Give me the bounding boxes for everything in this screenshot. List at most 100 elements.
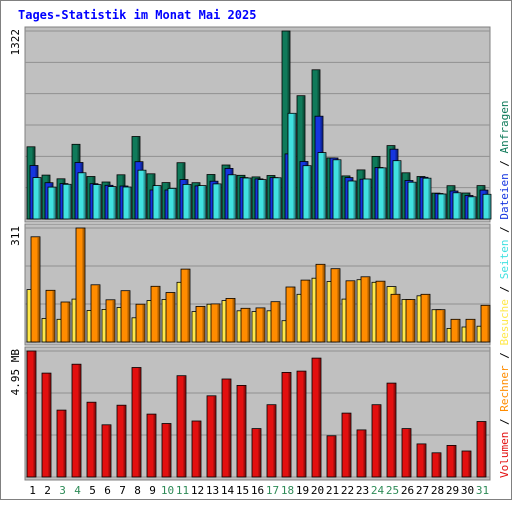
bar-seiten-day-11 [182, 183, 192, 220]
bar-shade-seiten-day-18 [293, 113, 296, 219]
bar-volumen-day-4 [71, 363, 82, 478]
bar-shade-rechner-day-25 [397, 294, 400, 342]
bar-shade-seiten-day-17 [278, 178, 281, 219]
bar-seiten-day-17 [272, 177, 282, 220]
bar-shade-volumen-day-20 [318, 358, 321, 477]
bar-shade-rechner-day-28 [442, 310, 445, 342]
bar-shade-seiten-day-14 [233, 175, 236, 219]
bar-rechner-day-10 [165, 292, 176, 343]
bar-shade-seiten-day-23 [368, 179, 371, 219]
bar-shade-rechner-day-18 [292, 287, 295, 342]
bar-volumen-day-12 [191, 420, 202, 478]
bar-seiten-day-14 [227, 174, 237, 220]
x-tick-label-day-20: 20 [311, 484, 324, 497]
bar-rechner-day-23 [360, 276, 371, 343]
bar-shade-seiten-day-1 [38, 178, 41, 219]
bar-volumen-day-16 [251, 428, 262, 478]
bar-shade-rechner-day-30 [472, 319, 475, 342]
bar-rechner-day-2 [45, 289, 56, 343]
x-tick-label-day-23: 23 [356, 484, 369, 497]
x-tick-label-day-10: 10 [161, 484, 174, 497]
bar-shade-rechner-day-20 [322, 264, 325, 342]
bar-volumen-day-25 [386, 382, 397, 478]
bar-seiten-day-19 [302, 165, 312, 220]
bar-rechner-day-9 [150, 285, 161, 343]
bar-shade-rechner-day-23 [367, 277, 370, 342]
bar-shade-rechner-day-11 [187, 269, 190, 342]
bar-shade-volumen-day-12 [198, 421, 201, 477]
bar-volumen-day-15 [236, 384, 247, 478]
bar-shade-volumen-day-7 [123, 405, 126, 477]
bar-rechner-day-25 [390, 293, 401, 343]
bar-shade-volumen-day-4 [78, 364, 81, 477]
bar-volumen-day-18 [281, 371, 292, 478]
bar-shade-seiten-day-21 [338, 160, 341, 219]
bar-seiten-day-6 [107, 186, 117, 220]
legend-separator: / [498, 412, 511, 432]
panel-middle: 311 [9, 223, 491, 346]
bar-volumen-day-28 [431, 452, 442, 478]
bar-rechner-day-24 [375, 280, 386, 343]
bar-shade-seiten-day-24 [383, 168, 386, 219]
bar-seiten-day-21 [332, 159, 342, 220]
bar-shade-seiten-day-16 [263, 180, 266, 219]
bar-volumen-day-13 [206, 395, 217, 478]
bar-volumen-day-3 [56, 409, 67, 478]
panel-top: 1322 [9, 26, 492, 223]
bar-seiten-day-24 [377, 167, 387, 220]
bar-shade-seiten-day-30 [473, 197, 476, 219]
panel-bottom: 4.95 MB [9, 346, 491, 481]
bar-shade-rechner-day-24 [382, 281, 385, 342]
x-tick-label-day-29: 29 [446, 484, 459, 497]
bar-shade-volumen-day-22 [348, 413, 351, 477]
bar-seiten-day-27 [422, 177, 432, 220]
legend-item-seiten: Seiten [498, 240, 511, 280]
bar-shade-volumen-day-5 [93, 402, 96, 477]
bar-shade-volumen-day-24 [378, 405, 381, 477]
bar-shade-seiten-day-22 [353, 181, 356, 219]
bar-volumen-day-1 [26, 350, 37, 478]
bar-volumen-day-14 [221, 378, 232, 478]
bar-rechner-day-21 [330, 268, 341, 343]
x-tick-label-day-1: 1 [29, 484, 36, 497]
x-tick-label-day-16: 16 [251, 484, 264, 497]
bar-shade-rechner-day-4 [82, 228, 85, 342]
bar-seiten-day-30 [467, 196, 477, 220]
x-tick-label-day-2: 2 [44, 484, 51, 497]
bar-shade-seiten-day-5 [98, 185, 101, 219]
bar-shade-rechner-day-14 [232, 298, 235, 342]
bar-shade-rechner-day-1 [37, 237, 40, 342]
bar-volumen-day-24 [371, 404, 382, 478]
x-tick-label-day-19: 19 [296, 484, 309, 497]
bar-volumen-day-11 [176, 375, 187, 478]
bar-shade-seiten-day-20 [323, 153, 326, 219]
x-axis-labels: 1 2 3 4 5 6 7 8 9 10 11 12 13 14 15 16 17 18 19 20 21 22 23 24 2… [29, 484, 489, 497]
bar-shade-seiten-day-28 [443, 194, 446, 219]
x-tick-label-day-22: 22 [341, 484, 354, 497]
bar-shade-rechner-day-17 [277, 302, 280, 342]
bar-shade-seiten-day-12 [203, 186, 206, 219]
panel-middle-max-label: 311 [9, 226, 22, 246]
bar-volumen-day-20 [311, 357, 322, 478]
bar-seiten-day-26 [407, 181, 417, 220]
bar-shade-volumen-day-28 [438, 453, 441, 477]
bar-volumen-day-26 [401, 428, 412, 478]
bar-shade-seiten-day-26 [413, 182, 416, 219]
x-tick-label-day-31: 31 [476, 484, 489, 497]
bar-shade-volumen-day-25 [393, 383, 396, 477]
x-tick-label-day-6: 6 [104, 484, 111, 497]
x-tick-label-day-12: 12 [191, 484, 204, 497]
legend-right: Volumen / Rechner / Besuche / Seiten / D… [498, 100, 511, 478]
bar-shade-rechner-day-8 [142, 304, 145, 342]
bar-shade-rechner-day-29 [457, 319, 460, 342]
legend-item-anfragen: Anfragen [498, 100, 511, 153]
bar-volumen-day-10 [161, 423, 172, 478]
bar-shade-volumen-day-1 [33, 351, 36, 477]
bar-shade-rechner-day-7 [127, 291, 130, 342]
legend-item-dateien: Dateien [498, 173, 511, 219]
panel-bottom-max-label: 4.95 MB [9, 349, 22, 396]
x-tick-label-day-18: 18 [281, 484, 294, 497]
bar-rechner-day-17 [270, 301, 281, 343]
bar-shade-volumen-day-11 [183, 376, 186, 477]
